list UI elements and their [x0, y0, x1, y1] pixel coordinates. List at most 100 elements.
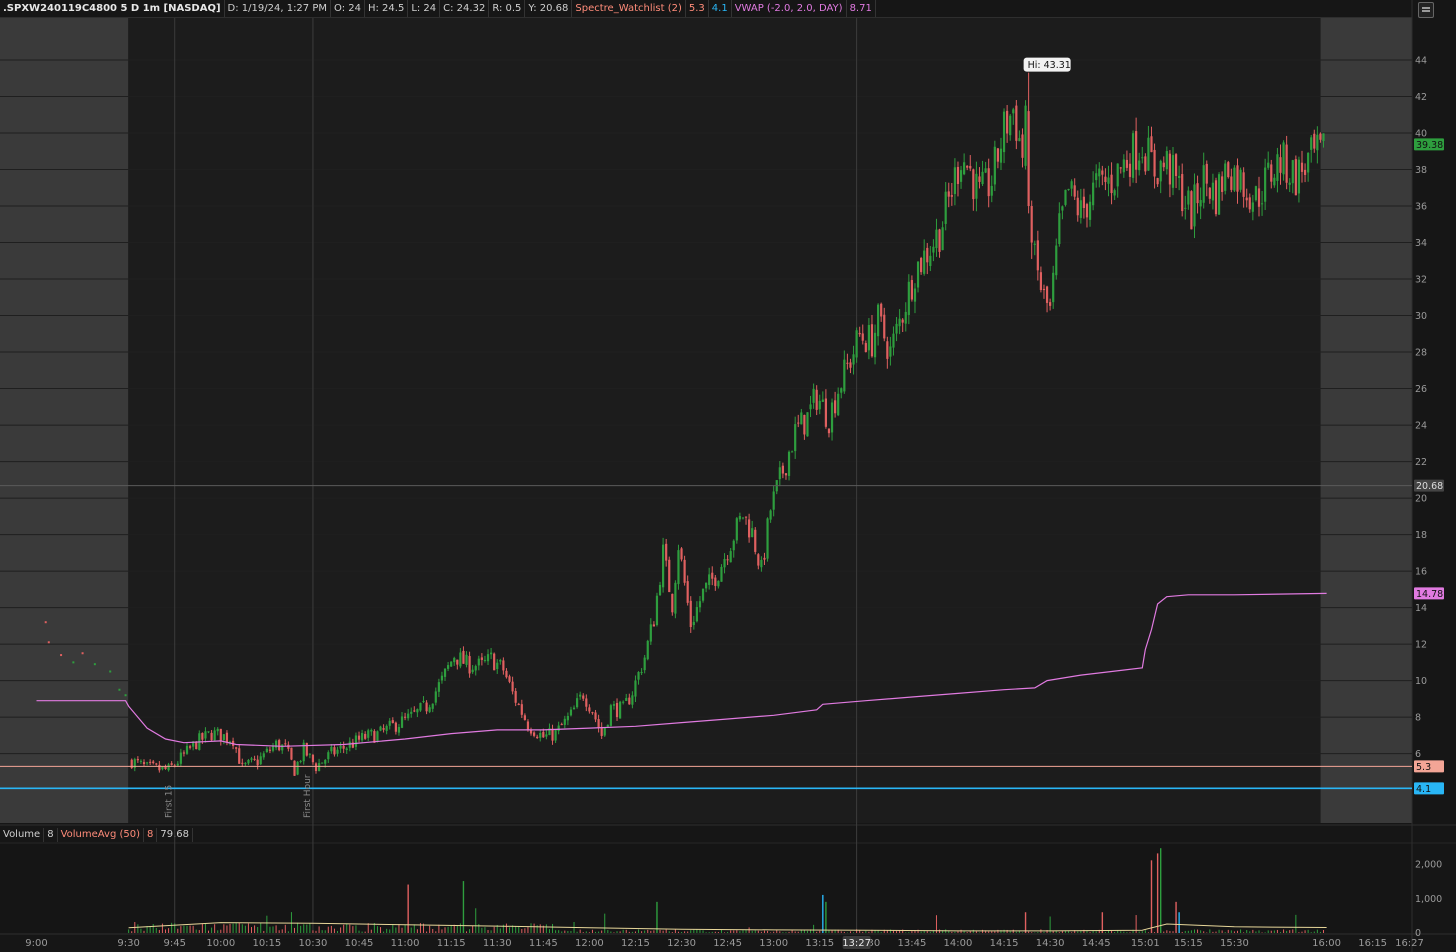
candle-body: [1006, 110, 1009, 134]
candle-body: [192, 741, 195, 747]
price-label-text: 39.38: [1416, 140, 1443, 151]
candle-body: [812, 388, 815, 403]
candle-body: [910, 280, 914, 300]
candle-body: [1107, 177, 1110, 184]
candle-body: [1310, 137, 1313, 150]
volume-label[interactable]: Volume: [0, 828, 45, 842]
candle-body: [609, 705, 612, 726]
price-tick-label: 12: [1415, 640, 1427, 651]
vwap-label[interactable]: VWAP (-2.0, 2.0, DAY): [732, 0, 847, 17]
candle-body: [302, 742, 305, 762]
candle-body: [130, 759, 133, 769]
candle-body: [305, 742, 308, 756]
candle-body: [1288, 182, 1291, 185]
candle-body: [456, 659, 459, 665]
candle-body: [744, 516, 748, 518]
premarket-print: [81, 652, 84, 655]
candle-body: [1224, 163, 1227, 191]
candle-body: [281, 744, 284, 751]
candle-body: [185, 745, 189, 754]
candle-body: [834, 400, 837, 414]
candle-body: [443, 668, 447, 677]
candle-body: [1141, 157, 1144, 159]
candle-body: [1092, 182, 1095, 206]
candle-body: [1267, 162, 1270, 168]
candle-body: [360, 732, 364, 741]
study-label[interactable]: Spectre_Watchlist (2): [572, 0, 686, 17]
symbol-label[interactable]: .SPXW240119C4800 5 D 1m [NASDAQ]: [0, 0, 225, 17]
candle-body: [1015, 105, 1018, 141]
candle-body: [222, 734, 225, 740]
candle-body: [1248, 197, 1251, 210]
candle-body: [769, 510, 772, 520]
price-tick-label: 24: [1415, 421, 1427, 432]
candle-body: [179, 752, 182, 764]
time-tick-label: 14:45: [1082, 938, 1111, 949]
candle-body: [158, 764, 161, 771]
candle-body: [677, 550, 680, 585]
candle-body: [542, 731, 545, 738]
candle-body: [536, 736, 539, 739]
candle-body: [575, 698, 579, 708]
candle-body: [1002, 111, 1006, 153]
candle-body: [161, 766, 164, 770]
candle-body: [1033, 243, 1036, 245]
candle-body: [794, 424, 797, 452]
candle-body: [139, 760, 143, 762]
candle-body: [701, 588, 705, 601]
candle-body: [855, 330, 858, 358]
candle-body: [916, 261, 920, 288]
candle-body: [228, 741, 232, 743]
price-label-box: [1414, 760, 1444, 773]
time-tick-label: 13:00: [759, 938, 788, 949]
candle-body: [579, 694, 582, 697]
candle-body: [563, 718, 566, 725]
bar-y: Y: 20.68: [525, 0, 573, 17]
menu-icon[interactable]: [1418, 2, 1434, 18]
candle-body: [410, 711, 413, 714]
candle-body: [407, 713, 410, 719]
session-area: [128, 18, 1321, 823]
candle-body: [274, 740, 278, 748]
candle-body: [852, 354, 855, 365]
candle-body: [950, 195, 953, 197]
time-tick-label: 12:30: [667, 938, 696, 949]
candle-body: [152, 761, 155, 764]
candle-body: [1245, 197, 1248, 201]
price-tick-label: 22: [1415, 457, 1427, 468]
candle-body: [969, 165, 972, 169]
candle-body: [198, 733, 201, 750]
candle-body: [397, 726, 401, 733]
study-value-2: 4.1: [709, 0, 732, 17]
candle-body: [1208, 187, 1211, 199]
candle-body: [864, 343, 867, 353]
candle-body: [778, 467, 781, 480]
candle-body: [201, 733, 204, 740]
candle-body: [1125, 159, 1129, 168]
bar-range: R: 0.5: [489, 0, 526, 17]
candle-body: [1039, 272, 1043, 290]
time-tick-label: 16:27: [1395, 938, 1424, 949]
candle-body: [1319, 133, 1322, 140]
candle-body: [748, 519, 751, 538]
candle-body: [1070, 181, 1073, 189]
volume-avg-value: 8: [144, 828, 158, 842]
candle-body: [265, 748, 268, 753]
candle-body: [529, 729, 533, 734]
candle-body: [1119, 167, 1122, 169]
candle-body: [419, 702, 422, 711]
time-tick-label: 10:00: [206, 938, 235, 949]
candle-body: [370, 729, 373, 732]
volume-avg-label[interactable]: VolumeAvg (50): [58, 828, 144, 842]
candle-body: [591, 712, 594, 714]
candle-body: [1061, 206, 1064, 211]
candle-body: [892, 333, 895, 348]
candle-body: [886, 341, 889, 359]
price-label-box: [1414, 587, 1444, 600]
candle-body: [450, 661, 453, 667]
candle-body: [1021, 134, 1024, 158]
candle-body: [1150, 136, 1153, 153]
premarket-print: [47, 641, 50, 644]
candle-body: [459, 652, 462, 667]
